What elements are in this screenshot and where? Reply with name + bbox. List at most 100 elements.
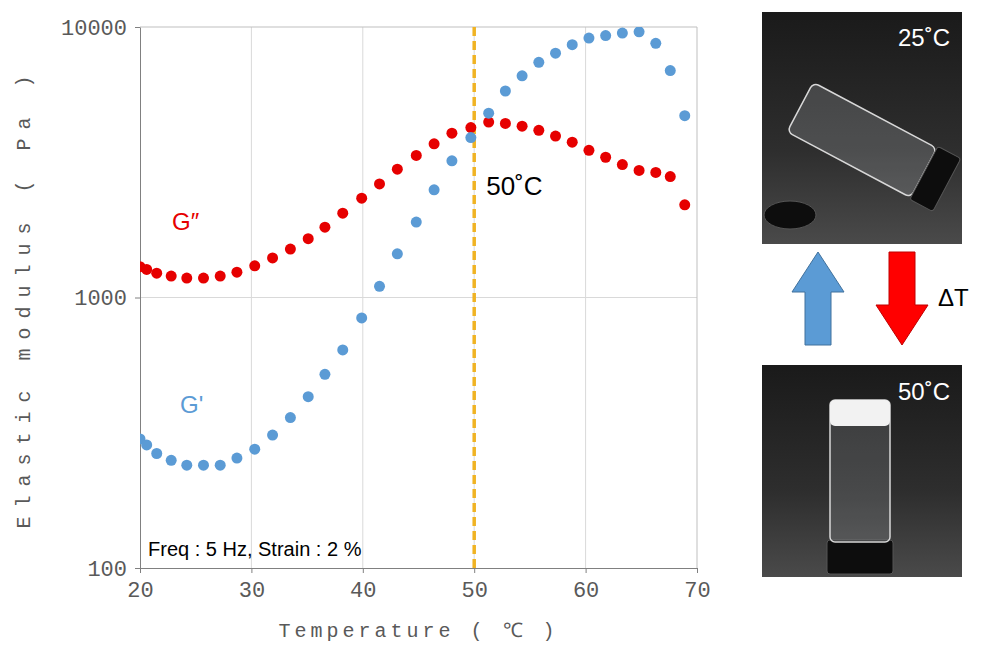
- x-tick: 70: [684, 568, 710, 604]
- data-point: [166, 455, 177, 466]
- grid: [140, 27, 697, 568]
- x-axis-title: Temperature ( ℃ ): [278, 620, 558, 643]
- data-point: [215, 460, 226, 471]
- data-point: [337, 208, 348, 219]
- frame-top: [140, 27, 697, 28]
- data-point: [151, 448, 162, 459]
- data-point: [141, 439, 152, 450]
- plot-marks: [140, 27, 690, 568]
- photo-panels: [762, 12, 962, 577]
- data-point: [215, 271, 226, 282]
- y-tick-label: 100: [87, 558, 127, 583]
- data-point: [356, 193, 367, 204]
- data-point: [600, 152, 611, 163]
- x-axis-line: [141, 568, 698, 569]
- photo: [762, 365, 962, 577]
- y-tick-mark: [135, 27, 140, 28]
- x-tick-mark: [251, 568, 252, 573]
- data-point: [550, 131, 561, 142]
- data-point: [583, 33, 594, 44]
- x-tick-mark: [586, 568, 587, 573]
- frame-right: [697, 27, 698, 568]
- data-point: [151, 268, 162, 279]
- data-point: [392, 164, 403, 175]
- x-tick-label: 60: [573, 579, 599, 604]
- y-tick: 100: [87, 558, 140, 583]
- data-point: [303, 391, 314, 402]
- data-point: [517, 121, 528, 132]
- data-point: [303, 233, 314, 244]
- y-tick-label: 1000: [74, 287, 127, 312]
- x-tick: 40: [350, 568, 376, 604]
- vial-cap: [910, 146, 961, 211]
- x-tick: 30: [239, 568, 265, 604]
- data-point: [679, 110, 690, 121]
- x-tick-mark: [474, 568, 475, 573]
- data-point: [634, 165, 645, 176]
- data-point: [392, 248, 403, 259]
- arrow-label: ΔT: [938, 284, 969, 311]
- vial-upright: [827, 400, 893, 574]
- data-point: [500, 85, 511, 96]
- x-tick-label: 40: [350, 579, 376, 604]
- vial-cap: [827, 540, 893, 574]
- y-tick-mark: [135, 568, 140, 569]
- x-tick: 20: [127, 568, 153, 604]
- data-point: [665, 171, 676, 182]
- data-point: [567, 39, 578, 50]
- data-point: [533, 125, 544, 136]
- vial-body: [830, 400, 890, 542]
- series-label: G': [180, 391, 203, 418]
- data-point: [249, 444, 260, 455]
- data-point: [319, 222, 330, 233]
- series-points: [140, 27, 690, 471]
- grid-line-y: [140, 297, 697, 298]
- x-tick-mark: [363, 568, 364, 573]
- data-point: [567, 137, 578, 148]
- x-tick-label: 50: [461, 579, 487, 604]
- arrow-up: [792, 252, 844, 345]
- y-axis-title: Elastic modulus ( Pa ): [13, 66, 36, 528]
- data-point: [517, 70, 528, 81]
- y-tick: 1000: [74, 287, 140, 312]
- data-point: [600, 30, 611, 41]
- data-point: [231, 267, 242, 278]
- data-point: [665, 65, 676, 76]
- x-tick-label: 70: [684, 579, 710, 604]
- series-label: G″: [172, 208, 200, 235]
- reference-label: 50˚C: [486, 171, 542, 201]
- data-point: [249, 260, 260, 271]
- data-point: [550, 48, 561, 59]
- photo: [762, 12, 962, 244]
- y-tick: 10000: [61, 17, 140, 42]
- data-point: [634, 27, 645, 37]
- data-point: [483, 108, 494, 119]
- arrow-down: [876, 252, 928, 345]
- x-tick: 60: [573, 568, 599, 604]
- data-point: [181, 273, 192, 284]
- data-point: [465, 122, 476, 133]
- data-point: [500, 118, 511, 129]
- x-tick-label: 20: [127, 579, 153, 604]
- data-point: [429, 138, 440, 149]
- x-tick-label: 30: [239, 579, 265, 604]
- data-point: [267, 252, 278, 263]
- data-point: [356, 312, 367, 323]
- data-point: [650, 167, 661, 178]
- data-point: [429, 184, 440, 195]
- data-point: [617, 28, 628, 39]
- data-point: [650, 38, 661, 49]
- y-axis: 100 1000 10000: [61, 17, 141, 583]
- data-point: [446, 128, 457, 139]
- data-point: [285, 412, 296, 423]
- data-point: [374, 281, 385, 292]
- data-point: [198, 273, 209, 284]
- data-point: [583, 145, 594, 156]
- x-axis: 20 30 40 50 60 70: [127, 568, 710, 604]
- data-point: [617, 159, 628, 170]
- data-point: [198, 460, 209, 471]
- x-tick: 50: [461, 568, 487, 604]
- grid-line-x: [474, 27, 475, 568]
- data-point: [319, 369, 330, 380]
- annotation: Freq : 5 Hz, Strain : 2 %: [148, 538, 362, 560]
